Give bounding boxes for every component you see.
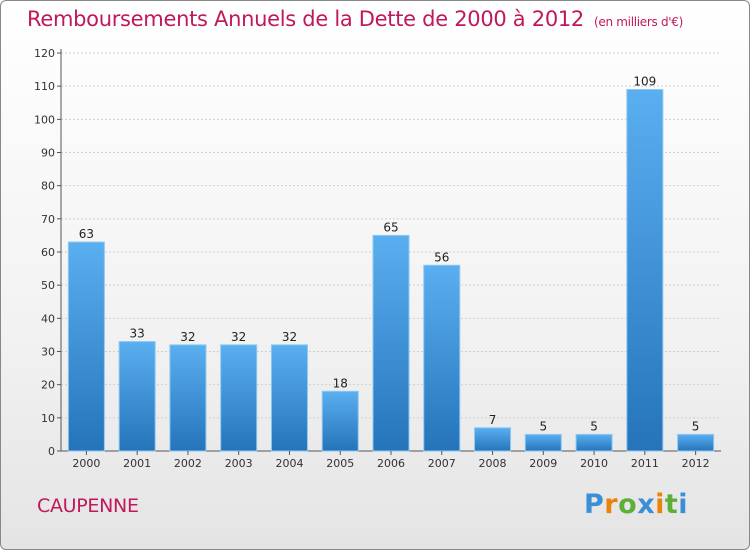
y-tick-label: 100: [34, 113, 55, 126]
logo-letter: x: [637, 489, 656, 520]
x-tick-label: 2007: [428, 457, 456, 470]
logo-letter: r: [604, 489, 619, 520]
logo-letter: i: [655, 489, 665, 520]
bar: [67, 241, 105, 452]
bar: [575, 433, 613, 452]
logo-letter: i: [678, 489, 689, 520]
bar-value-label: 32: [180, 330, 195, 344]
bar: [372, 234, 410, 452]
title-text: Remboursements Annuels de la Dette de 20…: [27, 7, 584, 31]
bar-value-label: 109: [633, 74, 656, 88]
x-tick-label: 2002: [174, 457, 202, 470]
y-tick-label: 70: [41, 213, 55, 226]
chart-subtitle: (en milliers d'€): [594, 15, 684, 29]
y-tick-label: 120: [34, 47, 55, 60]
bar-value-label: 33: [130, 327, 145, 341]
bar: [270, 344, 308, 452]
x-tick-label: 2012: [682, 457, 710, 470]
x-tick-label: 2005: [326, 457, 354, 470]
bar: [220, 344, 258, 452]
bar-value-label: 32: [231, 330, 246, 344]
bar: [169, 344, 207, 452]
x-tick-label: 2004: [275, 457, 303, 470]
y-tick-label: 10: [41, 412, 55, 425]
y-tick-label: 80: [41, 180, 55, 193]
proxiti-logo: Proxiti: [584, 489, 688, 520]
bar: [524, 433, 562, 452]
bar: [677, 433, 715, 452]
bar-value-label: 7: [489, 413, 497, 427]
x-tick-label: 2001: [123, 457, 151, 470]
x-tick-label: 2010: [580, 457, 608, 470]
y-tick-label: 30: [41, 346, 55, 359]
bar-value-label: 63: [79, 227, 94, 241]
x-tick-label: 2011: [631, 457, 659, 470]
bar: [321, 390, 359, 452]
bar-value-label: 5: [692, 419, 700, 433]
y-tick-label: 20: [41, 379, 55, 392]
logo-letter: o: [618, 489, 638, 520]
bar-value-label: 5: [539, 419, 547, 433]
logo-letter: t: [664, 489, 679, 520]
bar: [626, 88, 664, 452]
x-tick-label: 2006: [377, 457, 405, 470]
bar: [423, 264, 461, 452]
commune-name: CAUPENNE: [37, 495, 139, 517]
x-tick-label: 2000: [72, 457, 100, 470]
y-tick-label: 0: [48, 445, 55, 458]
bar-value-label: 5: [590, 419, 598, 433]
bar: [118, 341, 156, 452]
logo-letter: P: [584, 489, 605, 520]
chart-title: Remboursements Annuels de la Dette de 20…: [27, 7, 683, 31]
y-tick-label: 60: [41, 246, 55, 259]
x-tick-label: 2003: [225, 457, 253, 470]
bar-value-label: 32: [282, 330, 297, 344]
y-tick-label: 110: [34, 80, 55, 93]
bar: [474, 427, 512, 452]
y-tick-label: 90: [41, 147, 55, 160]
x-tick-label: 2009: [529, 457, 557, 470]
bar-value-label: 65: [383, 220, 398, 234]
y-tick-label: 50: [41, 279, 55, 292]
bar-value-label: 18: [333, 376, 348, 390]
x-tick-label: 2008: [479, 457, 507, 470]
y-tick-label: 40: [41, 312, 55, 325]
bar-value-label: 56: [434, 250, 449, 264]
